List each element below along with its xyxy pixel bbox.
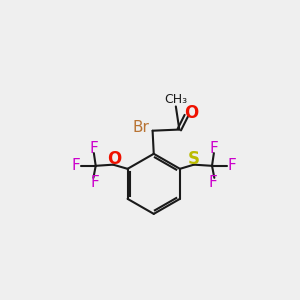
Text: S: S <box>188 150 200 168</box>
Text: Br: Br <box>132 120 149 135</box>
Text: F: F <box>228 158 237 173</box>
Text: F: F <box>89 140 98 155</box>
Text: O: O <box>107 150 121 168</box>
Text: F: F <box>90 176 99 190</box>
Text: CH₃: CH₃ <box>164 94 188 106</box>
Text: F: F <box>209 176 218 190</box>
Text: F: F <box>209 140 218 155</box>
Text: F: F <box>71 158 80 173</box>
Text: O: O <box>184 104 199 122</box>
